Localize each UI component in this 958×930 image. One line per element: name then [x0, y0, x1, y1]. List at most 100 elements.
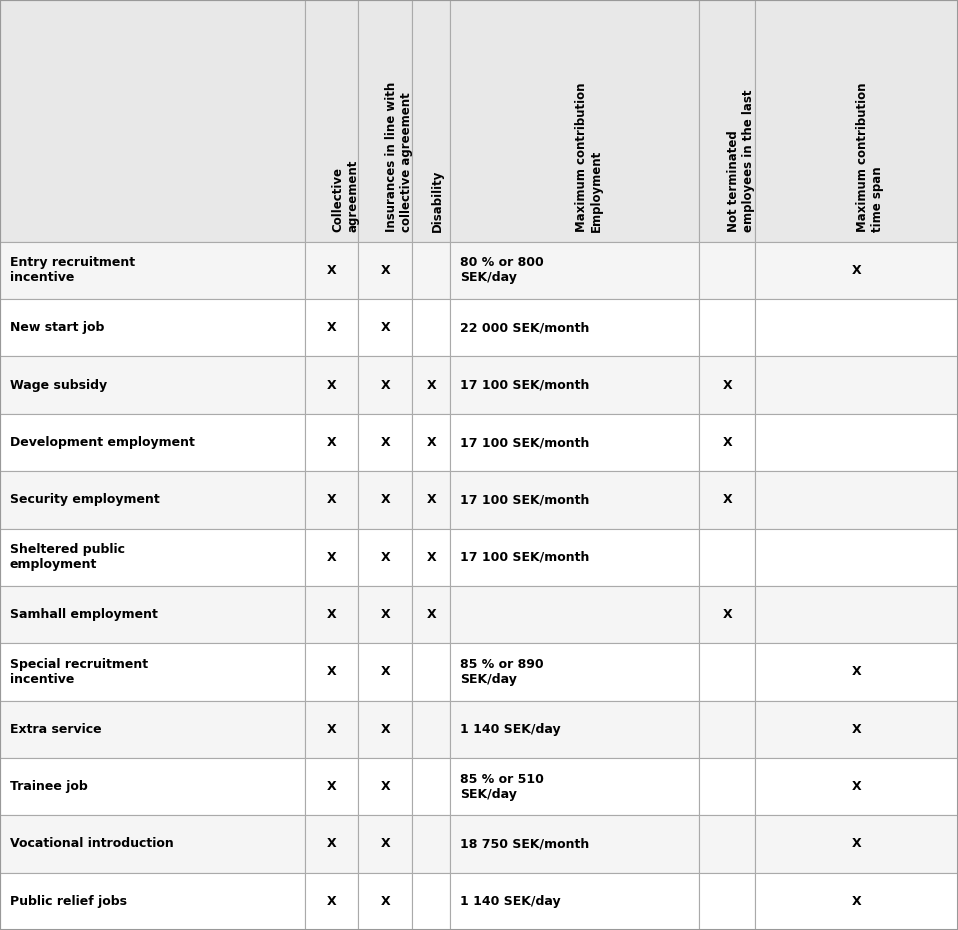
Text: X: X [722, 494, 732, 506]
Text: X: X [327, 436, 336, 449]
Bar [450, 700, 699, 758]
Bar [305, 644, 358, 700]
Text: X: X [380, 895, 390, 908]
Text: X: X [327, 838, 336, 850]
Bar [358, 816, 412, 872]
Bar [412, 816, 450, 872]
Bar [699, 758, 755, 816]
Text: X: X [327, 264, 336, 277]
Bar [305, 0, 358, 242]
Bar [358, 758, 412, 816]
Text: Collective
agreement: Collective agreement [331, 160, 359, 232]
Bar [699, 242, 755, 299]
Bar [0, 644, 305, 700]
Text: X: X [380, 264, 390, 277]
Text: X: X [722, 379, 732, 392]
Bar [305, 816, 358, 872]
Text: 80 % or 800
SEK/day: 80 % or 800 SEK/day [460, 257, 543, 285]
Bar [305, 242, 358, 299]
Text: 1 140 SEK/day: 1 140 SEK/day [460, 895, 560, 908]
Bar [450, 299, 699, 356]
Bar [0, 872, 305, 930]
Text: X: X [426, 494, 436, 506]
Bar [358, 528, 412, 586]
Text: Security employment: Security employment [10, 494, 159, 506]
Bar [450, 644, 699, 700]
Text: 18 750 SEK/month: 18 750 SEK/month [460, 838, 589, 850]
Bar [755, 700, 958, 758]
Bar [755, 528, 958, 586]
Bar [358, 644, 412, 700]
Text: X: X [852, 666, 861, 678]
Text: Samhall employment: Samhall employment [10, 608, 157, 621]
Bar [0, 356, 305, 414]
Bar [0, 242, 305, 299]
Bar [450, 356, 699, 414]
Bar [699, 414, 755, 472]
Text: Sheltered public
employment: Sheltered public employment [10, 543, 125, 571]
Bar [412, 586, 450, 644]
Text: X: X [380, 666, 390, 678]
Text: 17 100 SEK/month: 17 100 SEK/month [460, 379, 589, 392]
Text: X: X [380, 838, 390, 850]
Bar [0, 700, 305, 758]
Text: X: X [426, 608, 436, 621]
Bar [412, 872, 450, 930]
Bar [358, 356, 412, 414]
Text: X: X [852, 838, 861, 850]
Bar [358, 0, 412, 242]
Text: Trainee job: Trainee job [10, 780, 87, 793]
Bar [305, 472, 358, 528]
Text: X: X [852, 895, 861, 908]
Bar [412, 299, 450, 356]
Bar [358, 586, 412, 644]
Bar [450, 586, 699, 644]
Bar [412, 414, 450, 472]
Text: 22 000 SEK/month: 22 000 SEK/month [460, 322, 589, 334]
Text: 17 100 SEK/month: 17 100 SEK/month [460, 551, 589, 564]
Bar [358, 700, 412, 758]
Bar [305, 758, 358, 816]
Bar [0, 472, 305, 528]
Text: X: X [380, 780, 390, 793]
Text: X: X [722, 436, 732, 449]
Bar [412, 242, 450, 299]
Bar [699, 472, 755, 528]
Text: X: X [327, 608, 336, 621]
Bar [755, 414, 958, 472]
Bar [755, 242, 958, 299]
Text: Extra service: Extra service [10, 723, 102, 736]
Bar [755, 356, 958, 414]
Bar [699, 816, 755, 872]
Text: X: X [327, 723, 336, 736]
Text: Vocational introduction: Vocational introduction [10, 838, 173, 850]
Text: X: X [380, 551, 390, 564]
Text: 17 100 SEK/month: 17 100 SEK/month [460, 436, 589, 449]
Bar [0, 0, 305, 242]
Bar [358, 299, 412, 356]
Bar [450, 872, 699, 930]
Bar [755, 586, 958, 644]
Bar [305, 872, 358, 930]
Bar [412, 472, 450, 528]
Text: X: X [380, 494, 390, 506]
Text: X: X [380, 322, 390, 334]
Bar [0, 528, 305, 586]
Bar [699, 0, 755, 242]
Bar [450, 414, 699, 472]
Text: Wage subsidy: Wage subsidy [10, 379, 106, 392]
Text: X: X [327, 780, 336, 793]
Bar [358, 242, 412, 299]
Bar [450, 758, 699, 816]
Bar [305, 700, 358, 758]
Bar [755, 816, 958, 872]
Bar [450, 528, 699, 586]
Text: Not terminated
employees in the last: Not terminated employees in the last [727, 90, 755, 232]
Text: X: X [327, 494, 336, 506]
Text: Disability: Disability [431, 170, 445, 232]
Text: X: X [426, 436, 436, 449]
Bar [0, 816, 305, 872]
Text: Insurances in line with
collective agreement: Insurances in line with collective agree… [385, 82, 413, 232]
Text: Public relief jobs: Public relief jobs [10, 895, 126, 908]
Text: X: X [380, 379, 390, 392]
